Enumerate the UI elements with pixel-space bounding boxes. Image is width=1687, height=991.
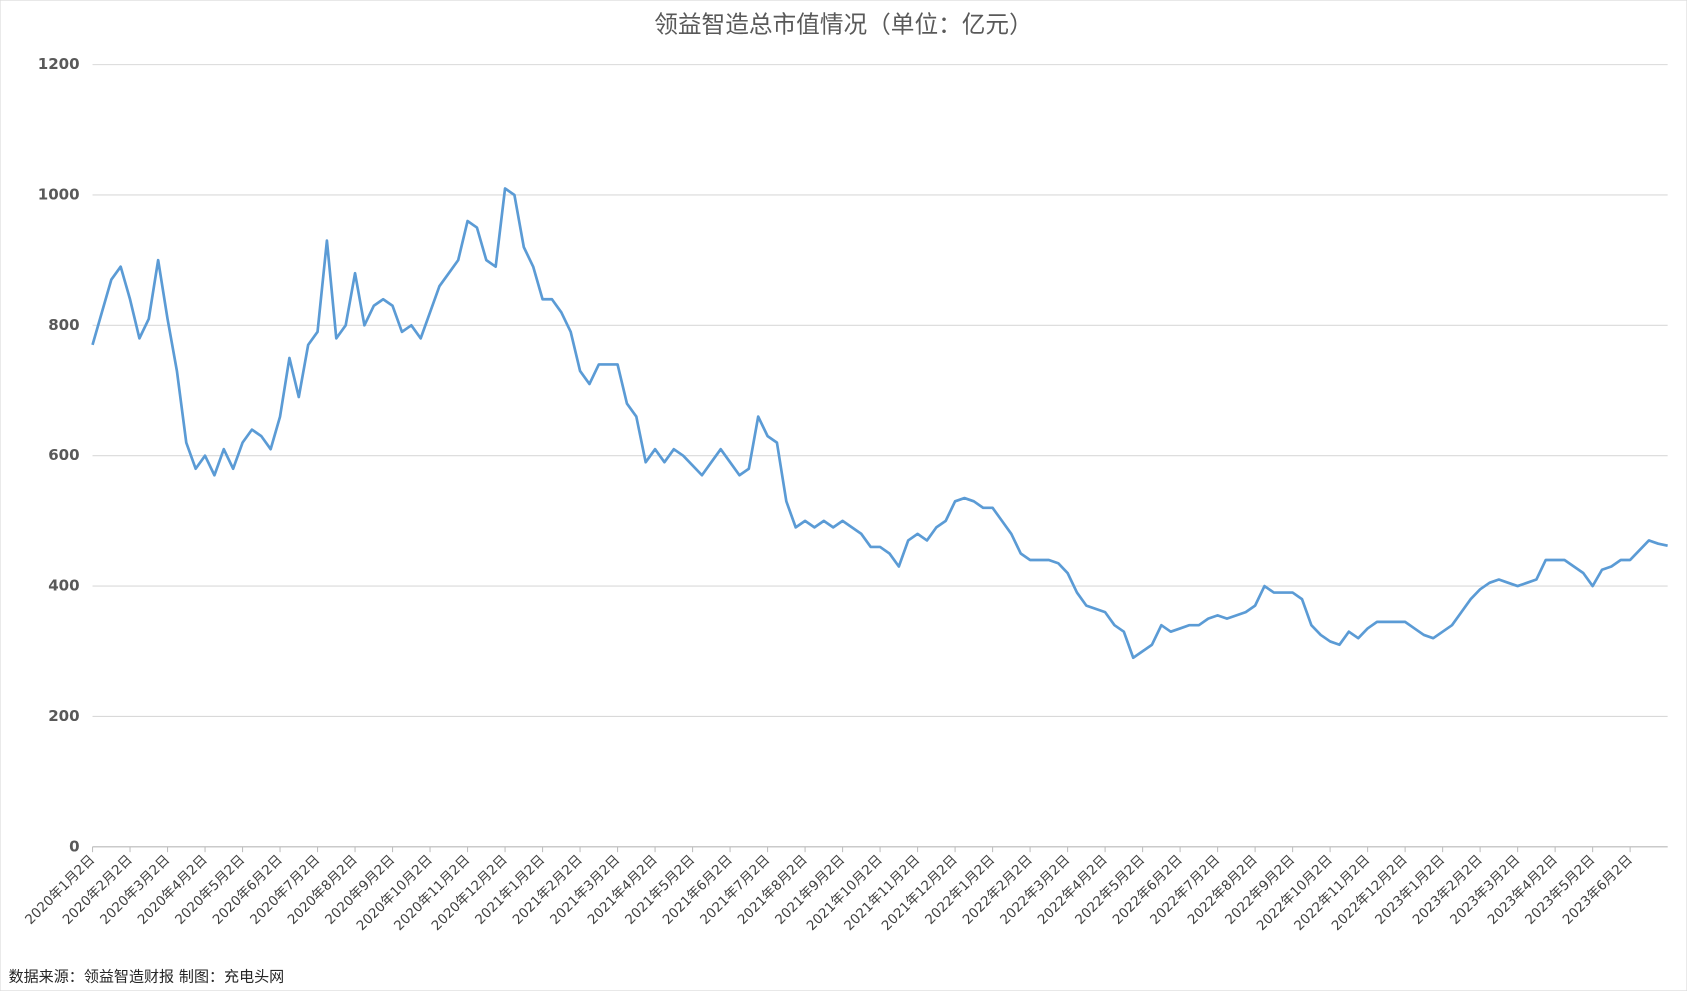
y-tick-label: 0: [69, 837, 79, 855]
source-note: 数据来源：领益智造财报 制图：充电头网: [9, 967, 285, 985]
chart-title: 领益智造总市值情况（单位：亿元）: [654, 10, 1033, 38]
y-tick-label: 800: [48, 316, 79, 334]
y-tick-label: 600: [48, 446, 79, 464]
y-tick-label: 1200: [38, 55, 80, 73]
y-tick-label: 1000: [38, 185, 80, 203]
y-tick-label: 400: [48, 577, 79, 595]
y-tick-label: 200: [48, 707, 79, 725]
data-line: [91, 187, 1668, 660]
